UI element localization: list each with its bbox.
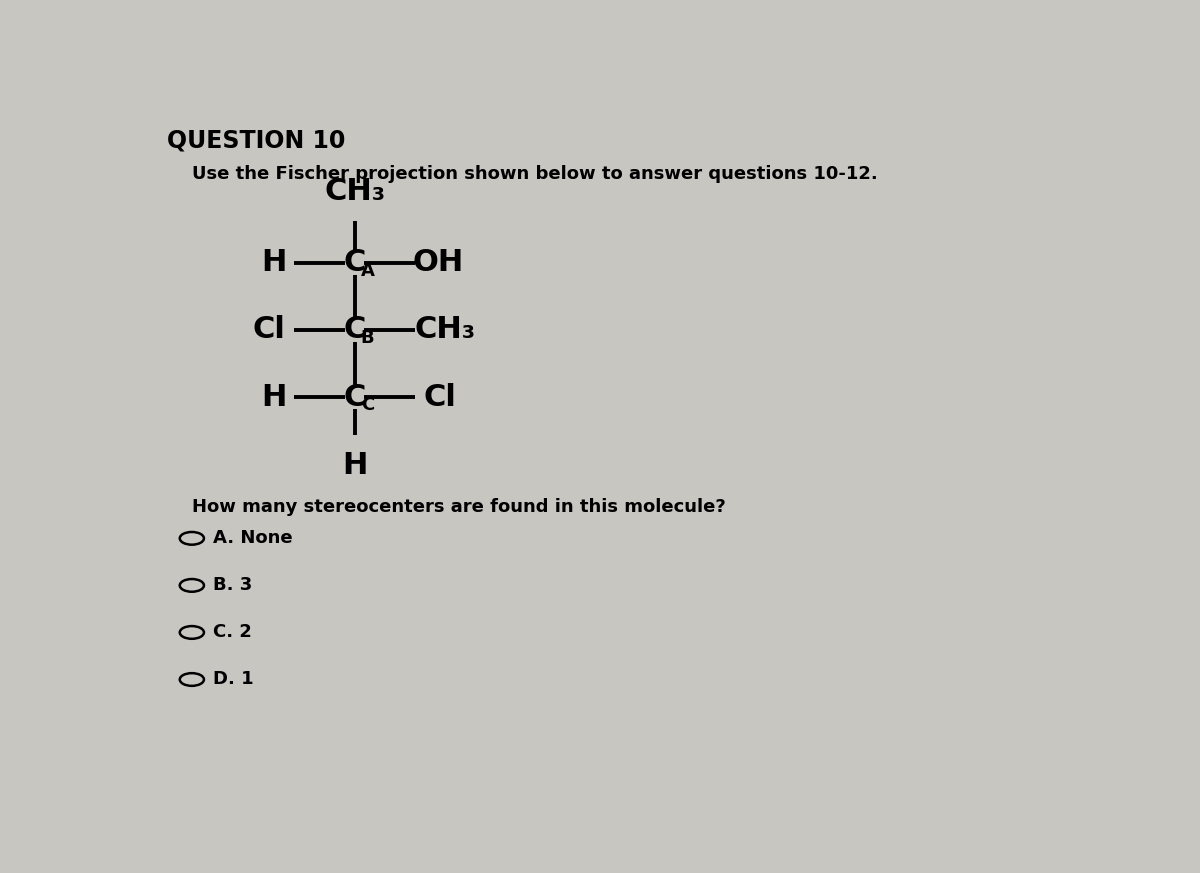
Text: B. 3: B. 3 [214, 576, 252, 595]
Text: How many stereocenters are found in this molecule?: How many stereocenters are found in this… [192, 498, 726, 516]
Text: H: H [262, 382, 287, 412]
Text: H: H [262, 248, 287, 278]
Text: C: C [361, 396, 374, 414]
Text: Use the Fischer projection shown below to answer questions 10-12.: Use the Fischer projection shown below t… [192, 165, 877, 183]
Text: C. 2: C. 2 [214, 623, 252, 642]
Text: C: C [343, 248, 366, 278]
Text: D. 1: D. 1 [214, 670, 254, 689]
Text: CH₃: CH₃ [324, 176, 385, 205]
Text: OH: OH [413, 248, 464, 278]
Text: A: A [361, 262, 374, 279]
Text: A. None: A. None [214, 529, 293, 547]
Text: Cl: Cl [253, 315, 286, 345]
Text: C: C [343, 315, 366, 345]
Text: CH₃: CH₃ [414, 315, 475, 345]
Text: QUESTION 10: QUESTION 10 [167, 128, 346, 152]
Text: Cl: Cl [424, 382, 456, 412]
Text: H: H [342, 451, 367, 480]
Text: B: B [361, 329, 374, 347]
Text: C: C [343, 382, 366, 412]
